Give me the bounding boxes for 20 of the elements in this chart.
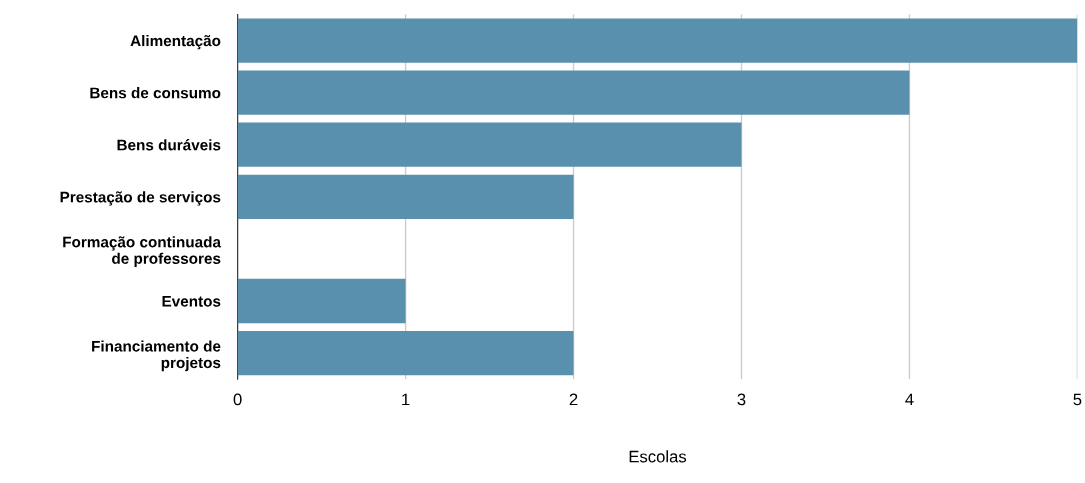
bar: [237, 122, 742, 167]
y-tick-label: Alimentação: [130, 35, 221, 50]
x-tick-label: 0: [233, 393, 242, 406]
x-tick-label: 4: [905, 393, 914, 406]
x-axis-title: Escolas: [629, 450, 687, 463]
x-tick-label: 2: [569, 393, 578, 406]
bar: [237, 18, 1078, 63]
y-tick-label: Bens de consumo: [90, 87, 221, 99]
x-tick-label: 3: [737, 393, 746, 406]
x-tick-label: 5: [1073, 393, 1082, 406]
y-tick-label: Bens duráveis: [117, 139, 221, 151]
y-tick-label: Formação continuada de professores: [63, 236, 222, 267]
y-tick-label: Eventos: [162, 296, 221, 307]
bar: [237, 278, 406, 324]
x-tick-label: 1: [402, 393, 410, 406]
bar: [237, 70, 910, 115]
bar: [237, 330, 574, 376]
bar: [237, 174, 574, 219]
y-tick-label: Financiamento de projetos: [92, 340, 221, 372]
y-tick-label: Prestação de serviços: [60, 191, 221, 206]
